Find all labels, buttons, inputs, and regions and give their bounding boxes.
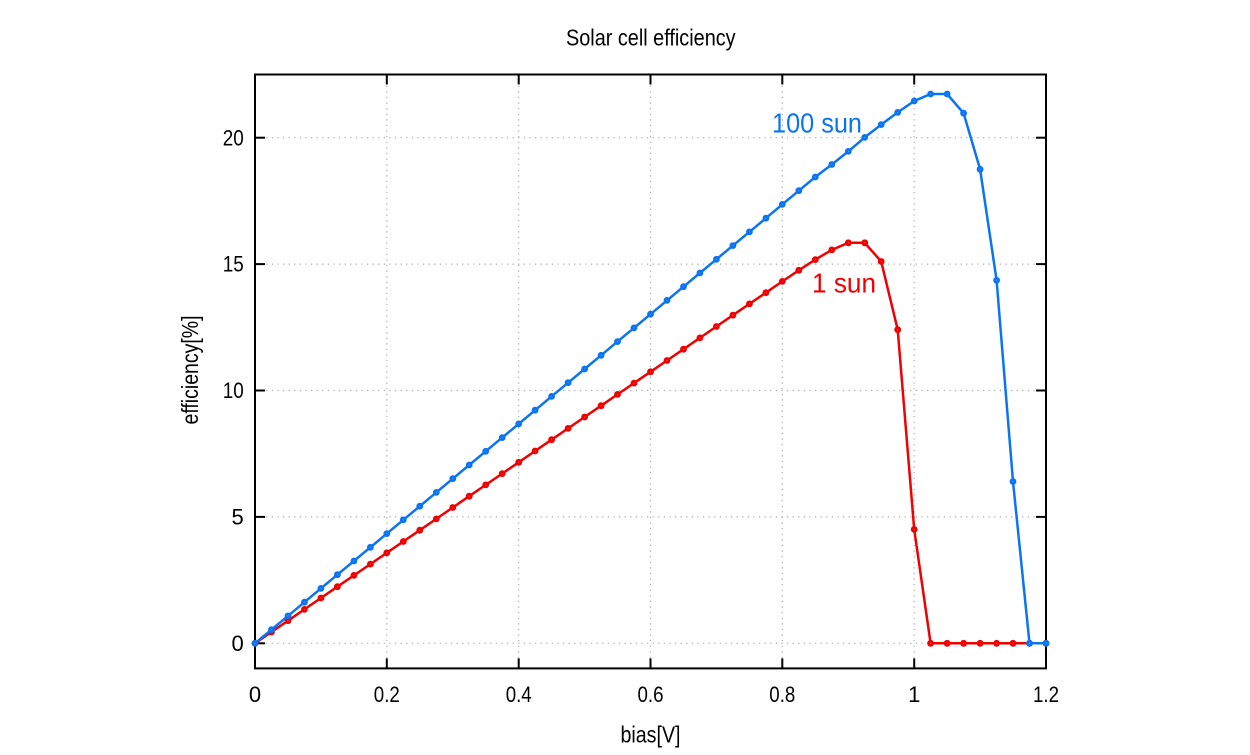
svg-text:1.2: 1.2 <box>1033 682 1059 707</box>
svg-text:0: 0 <box>232 631 244 656</box>
svg-text:20: 20 <box>223 125 244 150</box>
svg-text:bias[V]: bias[V] <box>621 722 681 748</box>
svg-text:100 sun: 100 sun <box>772 107 862 138</box>
svg-text:Solar cell efficiency: Solar cell efficiency <box>566 25 736 51</box>
svg-text:0.6: 0.6 <box>638 682 664 707</box>
svg-text:0: 0 <box>249 682 261 707</box>
svg-text:10: 10 <box>223 378 244 403</box>
svg-text:0.8: 0.8 <box>769 682 795 707</box>
svg-text:1: 1 <box>908 682 920 707</box>
svg-text:0.4: 0.4 <box>506 682 532 707</box>
svg-text:15: 15 <box>223 252 244 277</box>
svg-text:efficiency[%]: efficiency[%] <box>177 316 203 425</box>
svg-text:5: 5 <box>232 505 244 530</box>
svg-text:1 sun: 1 sun <box>812 268 876 299</box>
svg-text:0.2: 0.2 <box>374 682 400 707</box>
